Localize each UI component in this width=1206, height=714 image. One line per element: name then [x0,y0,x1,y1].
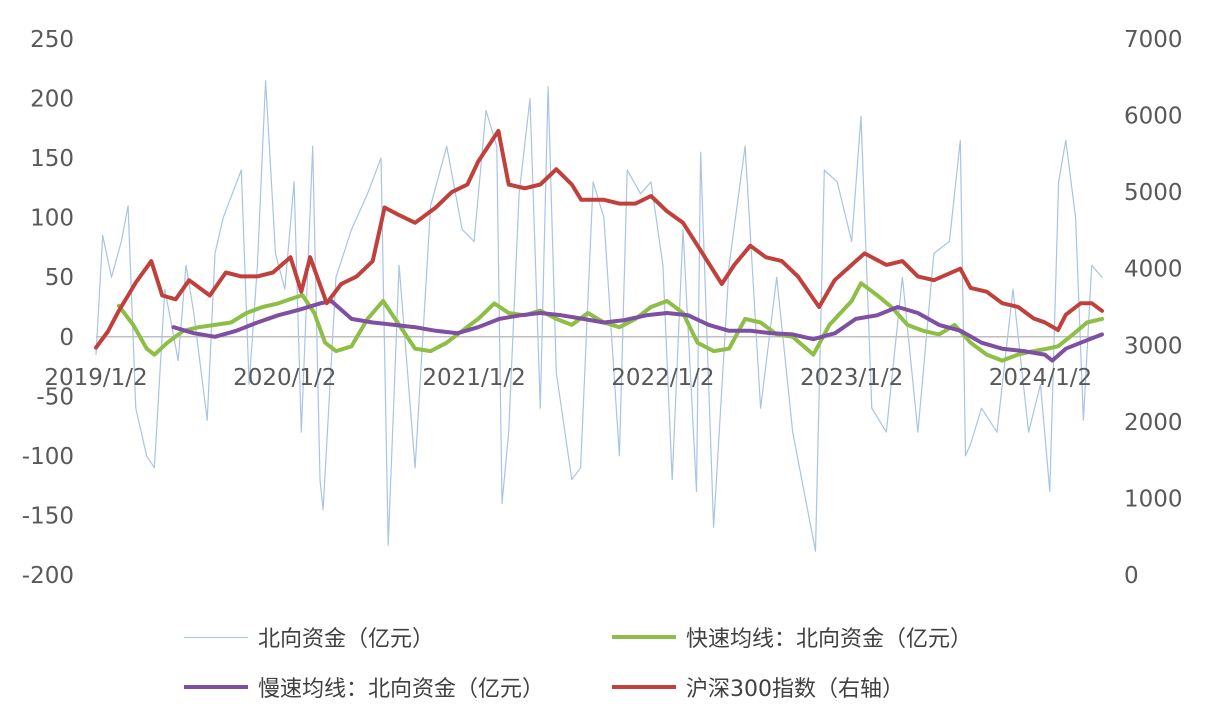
x-tick-label: 2022/1/2 [611,365,714,391]
left-axis-ticks: 250 200 150 100 50 0 -50 -100 -150 -200 [22,27,74,589]
left-y-tick-label: 0 [59,325,74,351]
right-y-tick-label: 6000 [1124,104,1183,130]
left-y-tick-label: 200 [30,87,74,113]
right-y-tick-label: 2000 [1124,410,1183,436]
series-northbound-line [95,80,1103,552]
x-tick-label: 2021/1/2 [422,365,525,391]
x-tick-label: 2019/1/2 [44,365,147,391]
left-y-tick-label: -150 [22,503,74,529]
right-y-tick-label: 4000 [1124,257,1183,283]
x-tick-label: 2024/1/2 [989,365,1092,391]
left-y-tick-label: 250 [30,27,74,53]
left-y-tick-label: -100 [22,444,74,470]
right-y-tick-label: 1000 [1124,486,1183,512]
series-group [94,80,1104,552]
x-tick-label: 2023/1/2 [800,365,903,391]
left-y-tick-label: -50 [36,384,74,410]
x-axis-ticks: 2019/1/2 2020/1/2 2021/1/2 2022/1/2 2023/1/2… [44,365,1092,391]
right-y-tick-label: 7000 [1124,27,1183,53]
left-y-tick-label: 150 [30,146,74,172]
right-y-tick-label: 0 [1124,563,1139,589]
series-csi300-line [94,128,1104,350]
left-y-tick-label: -200 [22,563,74,589]
right-axis-ticks: 7000 6000 5000 4000 3000 2000 1000 0 [1124,27,1183,589]
x-tick-label: 2020/1/2 [233,365,336,391]
series-fast-ma-line [116,281,1104,363]
right-y-tick-label: 3000 [1124,333,1183,359]
left-y-tick-label: 50 [45,265,74,291]
right-y-tick-label: 5000 [1124,180,1183,206]
left-y-tick-label: 100 [30,206,74,232]
